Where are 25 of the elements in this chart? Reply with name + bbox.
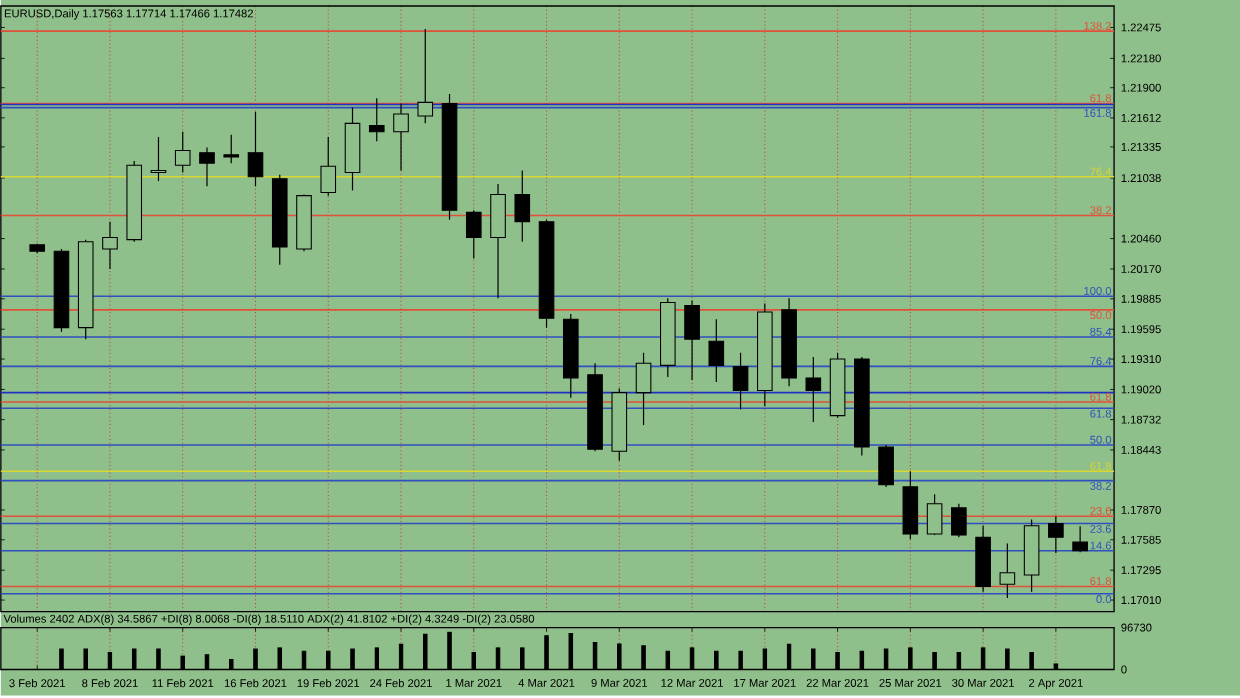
candlestick <box>199 146 215 187</box>
candlestick <box>926 493 943 536</box>
candlestick <box>878 444 894 488</box>
candlestick <box>490 183 506 299</box>
candlestick <box>732 352 749 410</box>
candlestick <box>999 542 1016 599</box>
candlestick <box>417 28 434 124</box>
candlestick <box>320 136 337 197</box>
candlestick <box>805 356 822 423</box>
candlestick <box>150 136 167 182</box>
candlestick <box>223 134 240 164</box>
candlestick <box>1072 525 1088 553</box>
candlestick <box>1048 515 1064 554</box>
candlestick <box>102 221 118 270</box>
candlestick <box>708 318 725 383</box>
candlestick <box>635 352 652 426</box>
candlestick <box>684 299 700 381</box>
candlestick <box>368 97 385 142</box>
candlestick <box>247 111 264 187</box>
candlestick <box>902 470 919 540</box>
candlestick <box>514 169 531 243</box>
candlestick <box>465 209 482 260</box>
candlestick <box>393 102 409 172</box>
candlestick <box>951 503 967 538</box>
candlestick <box>174 131 191 174</box>
